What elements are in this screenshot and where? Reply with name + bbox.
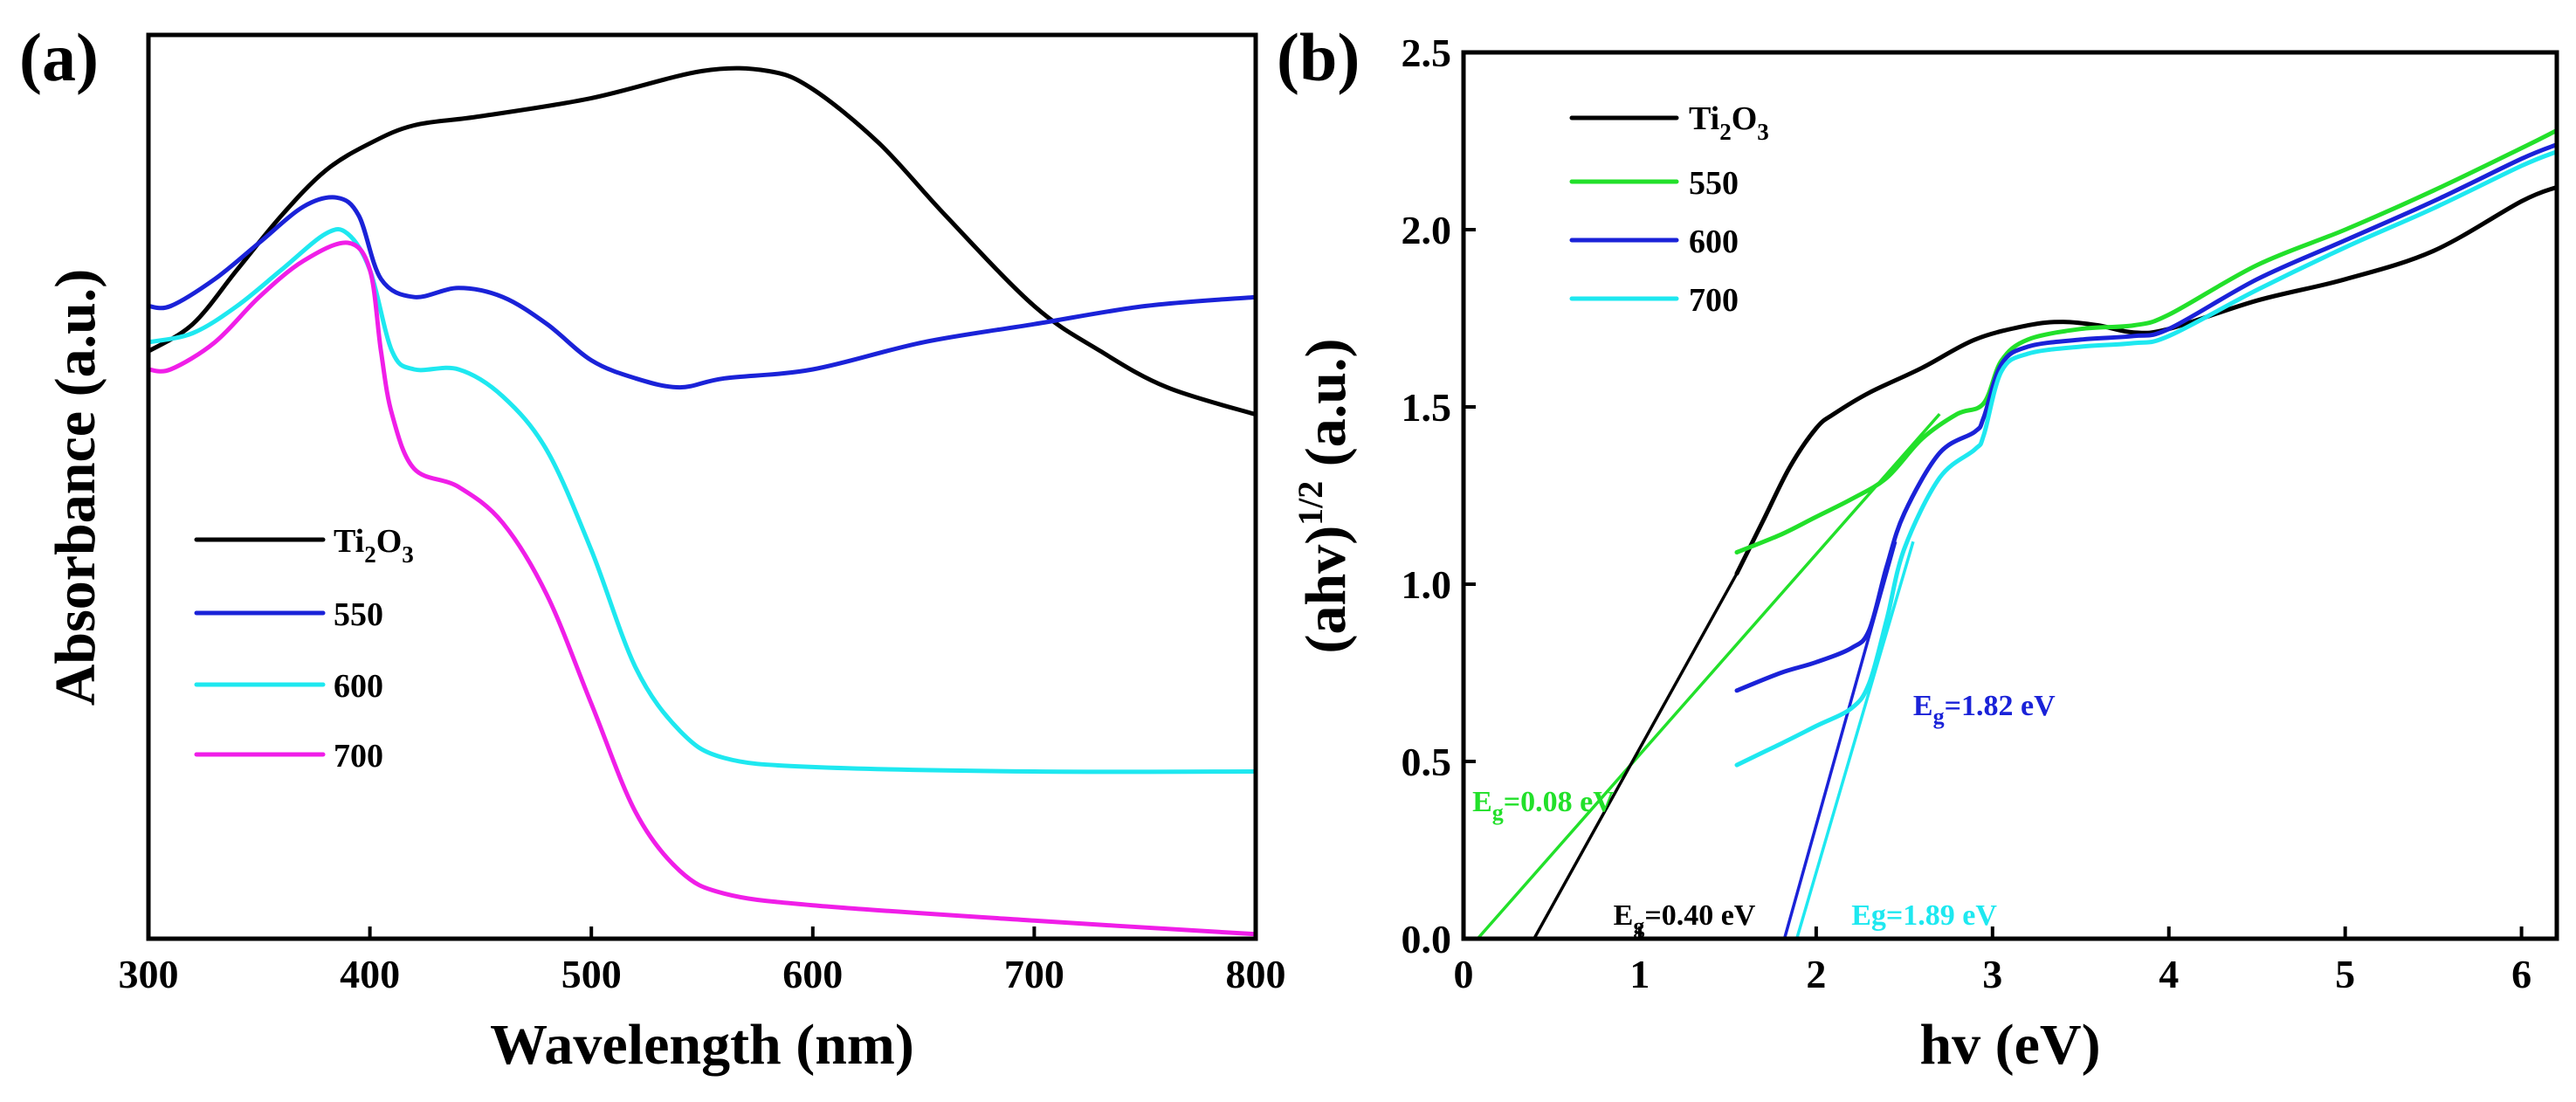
panel-b-y-tick-label-0.5: 0.5 xyxy=(1402,740,1452,784)
eg-cyan-main: Eg=1.89 eV xyxy=(1851,899,1997,932)
panel-a-label: (a) xyxy=(19,19,99,95)
panel-b-legend-label-700: 700 xyxy=(1689,282,1739,319)
panel-b-x-axis-title: hv (eV) xyxy=(1919,1013,2100,1077)
panel-b-y-axis-title-sup: 1/2 xyxy=(1291,481,1330,526)
eg-green-value: =0.08 eV xyxy=(1504,786,1615,818)
eg-green-sub: g xyxy=(1492,800,1504,825)
panel-b-series-550 xyxy=(1734,127,2559,554)
eg-blue-sub: g xyxy=(1933,704,1945,729)
panel-b-y-axis-title: (ahv)1/2 (a.u.) xyxy=(1291,339,1358,654)
panel-a-legend-o-text: O xyxy=(376,523,403,560)
panel-b-fit-line-cyan xyxy=(1794,541,1915,940)
panel-b-y-tick-label-1.5: 1.5 xyxy=(1402,385,1452,430)
eg-black-main: E xyxy=(1614,899,1634,932)
panel-b-x-tick-label-5: 5 xyxy=(2335,952,2355,996)
panel-b-annotations: Eg=0.08 eV Eg=0.40 eV Eg=1.82 eV Eg=1.89… xyxy=(1472,690,2056,939)
panel-a-legend: Ti2O3 550 600 700 xyxy=(194,523,414,775)
panel-b-series-600 xyxy=(1734,142,2559,693)
panel-b-fit-line-green xyxy=(1476,412,1941,940)
eg-black-value: =0.40 eV xyxy=(1644,899,1755,932)
panel-a: (a) 300 400 500 600 700 800 Wavelength (nm) A… xyxy=(19,19,1286,1077)
panel-a-series-600 xyxy=(146,227,1258,775)
panel-b-y-tick-label-1.0: 1.0 xyxy=(1402,562,1452,607)
panel-a-x-tick-label-400: 400 xyxy=(340,952,400,996)
panel-b-plot-frame xyxy=(1461,50,2559,941)
panel-b-legend-sub-3: 3 xyxy=(1757,119,1769,145)
panel-a-x-ticks: 300 400 500 600 700 800 xyxy=(119,926,1286,996)
panel-b-fit-line-ti2o3 xyxy=(1533,572,1739,940)
panel-b-legend-ti-text: Ti xyxy=(1689,100,1719,137)
panel-a-legend-ti-text: Ti xyxy=(334,523,364,560)
panel-b-x-tick-label-3: 3 xyxy=(1982,952,2002,996)
panel-a-x-tick-label-600: 600 xyxy=(782,952,843,996)
eg-blue-value: =1.82 eV xyxy=(1945,690,2056,722)
panel-a-legend-label-600: 600 xyxy=(334,668,383,705)
eg-green-main: E xyxy=(1472,786,1492,818)
panel-b-legend-o-text: O xyxy=(1732,100,1758,137)
panel-b-label: (b) xyxy=(1277,19,1360,95)
panel-b-y-ticks: 0.0 0.5 1.0 1.5 2.0 2.5 xyxy=(1402,31,1476,961)
panel-b-series-group xyxy=(1734,127,2559,768)
panel-a-legend-label-700: 700 xyxy=(334,738,383,775)
eg-annotation-cyan: Eg=1.89 eV xyxy=(1851,899,1997,932)
eg-annotation-black: Eg=0.40 eV xyxy=(1614,899,1756,939)
panel-b-x-tick-label-1: 1 xyxy=(1629,952,1650,996)
panel-b-y-axis-title-tail: (a.u.) xyxy=(1294,339,1358,481)
panel-b-x-ticks: 0 1 2 3 4 5 6 xyxy=(1454,926,2531,996)
panel-a-legend-label-ti2o3: Ti2O3 xyxy=(334,523,414,568)
panel-a-x-tick-label-700: 700 xyxy=(1004,952,1064,996)
panel-a-legend-sub-2: 2 xyxy=(364,541,376,568)
panel-a-x-tick-label-800: 800 xyxy=(1226,952,1286,996)
panel-b-legend: Ti2O3 550 600 700 xyxy=(1569,100,1769,319)
panel-b-legend-sub-2: 2 xyxy=(1719,119,1732,145)
panel-b-y-tick-label-2.5: 2.5 xyxy=(1402,31,1452,75)
panel-b-legend-label-550: 550 xyxy=(1689,165,1739,202)
panel-b-x-tick-label-6: 6 xyxy=(2511,952,2531,996)
panel-a-series-group xyxy=(146,65,1258,937)
panel-a-x-axis-title: Wavelength (nm) xyxy=(490,1013,914,1077)
panel-a-y-axis-title: Absorbance (a.u.) xyxy=(44,269,107,706)
panel-b-y-tick-label-2.0: 2.0 xyxy=(1402,208,1452,252)
panel-a-legend-sub-3: 3 xyxy=(402,541,414,568)
panel-a-series-550 xyxy=(146,195,1258,390)
panel-b-x-tick-label-0: 0 xyxy=(1454,952,1474,996)
panel-a-x-tick-label-300: 300 xyxy=(119,952,179,996)
eg-annotation-blue: Eg=1.82 eV xyxy=(1913,690,2056,729)
eg-black-sub: g xyxy=(1633,913,1644,939)
panel-b-series-700 xyxy=(1734,149,2559,768)
panel-b-y-axis-title-main: (ahv) xyxy=(1294,526,1358,654)
panel-b-legend-label-600: 600 xyxy=(1689,224,1739,260)
panel-b-x-tick-label-4: 4 xyxy=(2159,952,2179,996)
eg-blue-main: E xyxy=(1913,690,1933,722)
panel-a-plot-frame xyxy=(146,32,1258,941)
eg-annotation-green: Eg=0.08 eV xyxy=(1472,786,1615,825)
panel-b-y-tick-label-0.0: 0.0 xyxy=(1402,917,1452,961)
panel-a-series-700 xyxy=(146,240,1258,937)
panel-b-series-ti2o3 xyxy=(1734,184,2559,576)
panel-b-x-tick-label-2: 2 xyxy=(1806,952,1826,996)
panel-a-x-tick-label-500: 500 xyxy=(561,952,622,996)
panel-a-legend-label-550: 550 xyxy=(334,596,383,633)
panel-b-legend-label-ti2o3: Ti2O3 xyxy=(1689,100,1769,145)
